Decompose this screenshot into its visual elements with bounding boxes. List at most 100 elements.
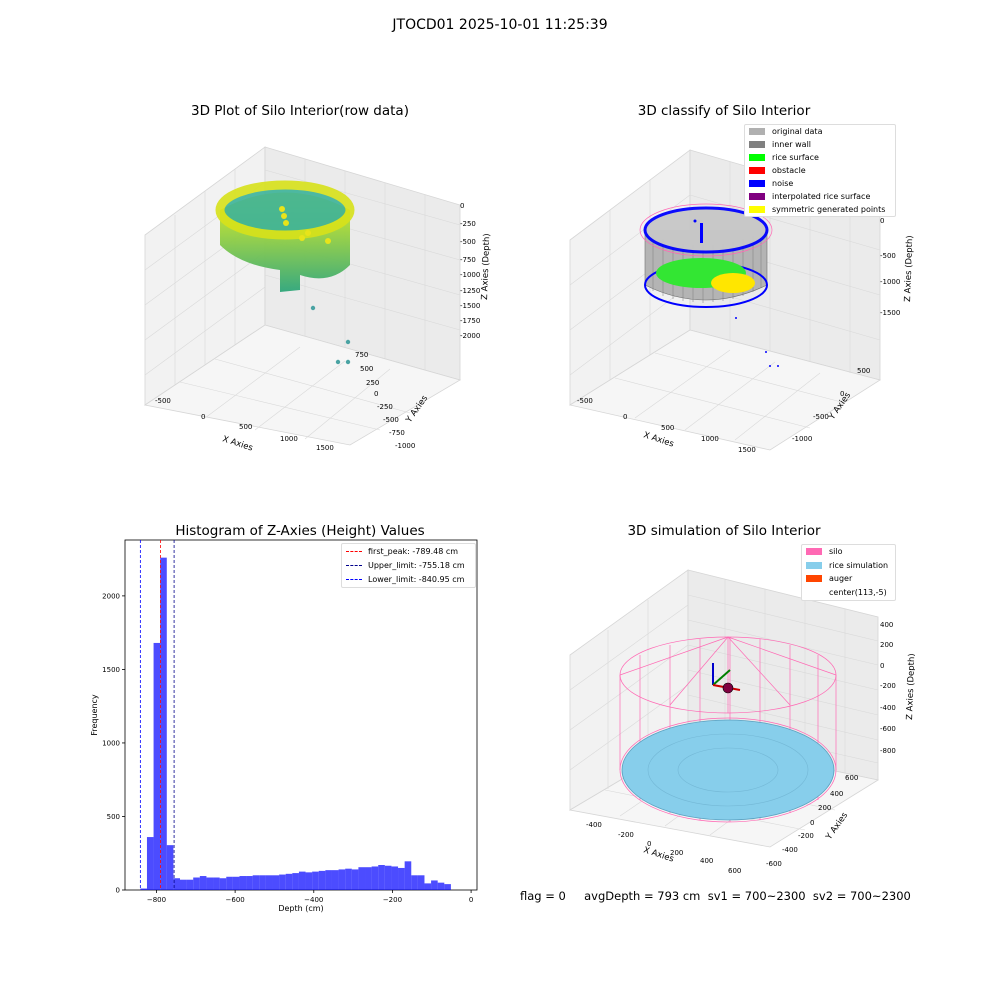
simulation-legend-swatch [806, 588, 822, 596]
svg-text:1500: 1500 [316, 444, 334, 452]
classify-legend-swatch [749, 141, 765, 148]
histogram-x-tick-label: 0 [469, 896, 473, 904]
simulation-ylabel: Y Axies [824, 810, 851, 842]
histogram-bar [140, 888, 147, 890]
svg-text:-500: -500 [460, 238, 476, 246]
histogram-bar [351, 869, 359, 890]
classify-legend-label: interpolated rice surface [772, 192, 871, 201]
simulation-zlabel: Z Axies (Depth) [905, 653, 915, 720]
histogram-y-tick-label: 1000 [102, 739, 120, 747]
simulation-legend-label: auger [829, 574, 853, 584]
svg-text:500: 500 [661, 424, 674, 432]
histogram-bar [153, 642, 161, 890]
raw-panel-title: 3D Plot of Silo Interior(row data) [191, 103, 409, 119]
svg-text:-400: -400 [880, 704, 896, 712]
histogram-x-tick-label: −200 [383, 896, 402, 904]
svg-text:500: 500 [239, 423, 252, 431]
histogram-bar [371, 866, 379, 890]
svg-text:-250: -250 [377, 403, 393, 411]
classify-legend-swatch [749, 128, 765, 135]
raw-3d-plot: -500 0 500 1000 1500 750 500 250 0 -250 -500 -750 -… [143, 146, 492, 454]
svg-text:-500: -500 [155, 397, 171, 405]
histogram-ylabel: Frequency [90, 694, 99, 736]
histogram-bar [239, 876, 247, 890]
histogram-bar [272, 875, 280, 890]
classify-legend-label: symmetric generated points [772, 205, 886, 214]
histogram-bar [259, 875, 266, 890]
classify-legend-entry: symmetric generated points [745, 203, 895, 216]
histogram-bar [331, 870, 339, 890]
histogram-bar [444, 884, 451, 890]
histogram-chart: −800 −600 −400 −200 0 0 500 1000 1500 2000 Depth… [90, 539, 478, 913]
histogram-bar [358, 867, 366, 890]
svg-text:500: 500 [360, 365, 373, 373]
simulation-panel-title: 3D simulation of Silo Interior [627, 523, 821, 539]
svg-text:-400: -400 [586, 821, 602, 829]
histogram-bar [173, 878, 181, 890]
svg-text:-800: -800 [880, 747, 896, 755]
svg-text:-400: -400 [782, 846, 798, 854]
simulation-legend-label: rice simulation [829, 560, 889, 570]
svg-text:400: 400 [700, 857, 713, 865]
classify-legend-entry: interpolated rice surface [745, 190, 895, 203]
classify-legend-entry: inner wall [745, 138, 895, 151]
histogram-bar [246, 876, 253, 890]
svg-text:-200: -200 [618, 831, 634, 839]
histogram-bar [180, 879, 187, 890]
histogram-legend-entry: Upper_limit: -755.18 cm [342, 558, 475, 572]
histogram-bar [252, 875, 260, 890]
histogram-bar [365, 867, 372, 890]
histogram-y-tick-label: 500 [107, 813, 120, 821]
histogram-bar [285, 873, 293, 890]
svg-text:-200: -200 [880, 682, 896, 690]
histogram-bar [305, 872, 313, 890]
svg-text:-250: -250 [460, 220, 476, 228]
simulation-legend-swatch [806, 548, 822, 556]
svg-text:-750: -750 [460, 256, 476, 264]
svg-text:-1250: -1250 [460, 287, 480, 295]
classify-legend-swatch [749, 167, 765, 174]
simulation-legend: silo rice simulation auger center(113,-5) [801, 544, 896, 601]
svg-text:0: 0 [840, 390, 844, 398]
svg-text:0: 0 [647, 840, 651, 848]
simulation-legend-swatch [806, 575, 822, 583]
histogram-bar [166, 845, 174, 890]
histogram-legend-label: Lower_limit: -840.95 cm [368, 574, 465, 584]
svg-text:-1750: -1750 [460, 317, 480, 325]
histogram-bar [424, 883, 432, 890]
svg-text:250: 250 [366, 379, 379, 387]
svg-text:0: 0 [374, 390, 378, 398]
classify-legend-entry: rice surface [745, 151, 895, 164]
svg-text:0: 0 [880, 217, 884, 225]
svg-text:200: 200 [818, 804, 831, 812]
svg-text:1000: 1000 [701, 435, 719, 443]
svg-text:-1500: -1500 [460, 302, 480, 310]
histogram-legend: first_peak: -789.48 cm Upper_limit: -755.… [341, 543, 476, 588]
histogram-x-tick-label: −600 [226, 896, 245, 904]
svg-text:1500: 1500 [738, 446, 756, 454]
svg-text:600: 600 [845, 774, 858, 782]
histogram-legend-swatch [346, 564, 362, 566]
histogram-legend-label: first_peak: -789.48 cm [368, 546, 459, 556]
status-line: flag = 0 avgDepth = 793 cm sv1 = 700~230… [520, 889, 911, 903]
histogram-bar [398, 867, 405, 890]
classify-legend-entry: obstacle [745, 164, 895, 177]
histogram-bar [325, 870, 332, 890]
histogram-plot-area [124, 539, 478, 891]
classify-legend-swatch [749, 206, 765, 213]
histogram-bar [186, 879, 194, 890]
simulation-legend-label: silo [829, 547, 843, 557]
svg-text:-1500: -1500 [880, 309, 900, 317]
histogram-bar [232, 876, 240, 890]
svg-text:0: 0 [460, 202, 464, 210]
histogram-bar [345, 868, 352, 890]
histogram-x-tick-label: −400 [304, 896, 323, 904]
svg-text:200: 200 [670, 849, 683, 857]
histogram-xlabel: Depth (cm) [278, 904, 323, 913]
histogram-bar [298, 871, 306, 890]
histogram-y-tick-label: 0 [116, 887, 120, 895]
classify-legend-swatch [749, 180, 765, 187]
classify-legend-label: rice surface [772, 153, 819, 162]
classify-xlabel: X Axies [642, 430, 675, 449]
